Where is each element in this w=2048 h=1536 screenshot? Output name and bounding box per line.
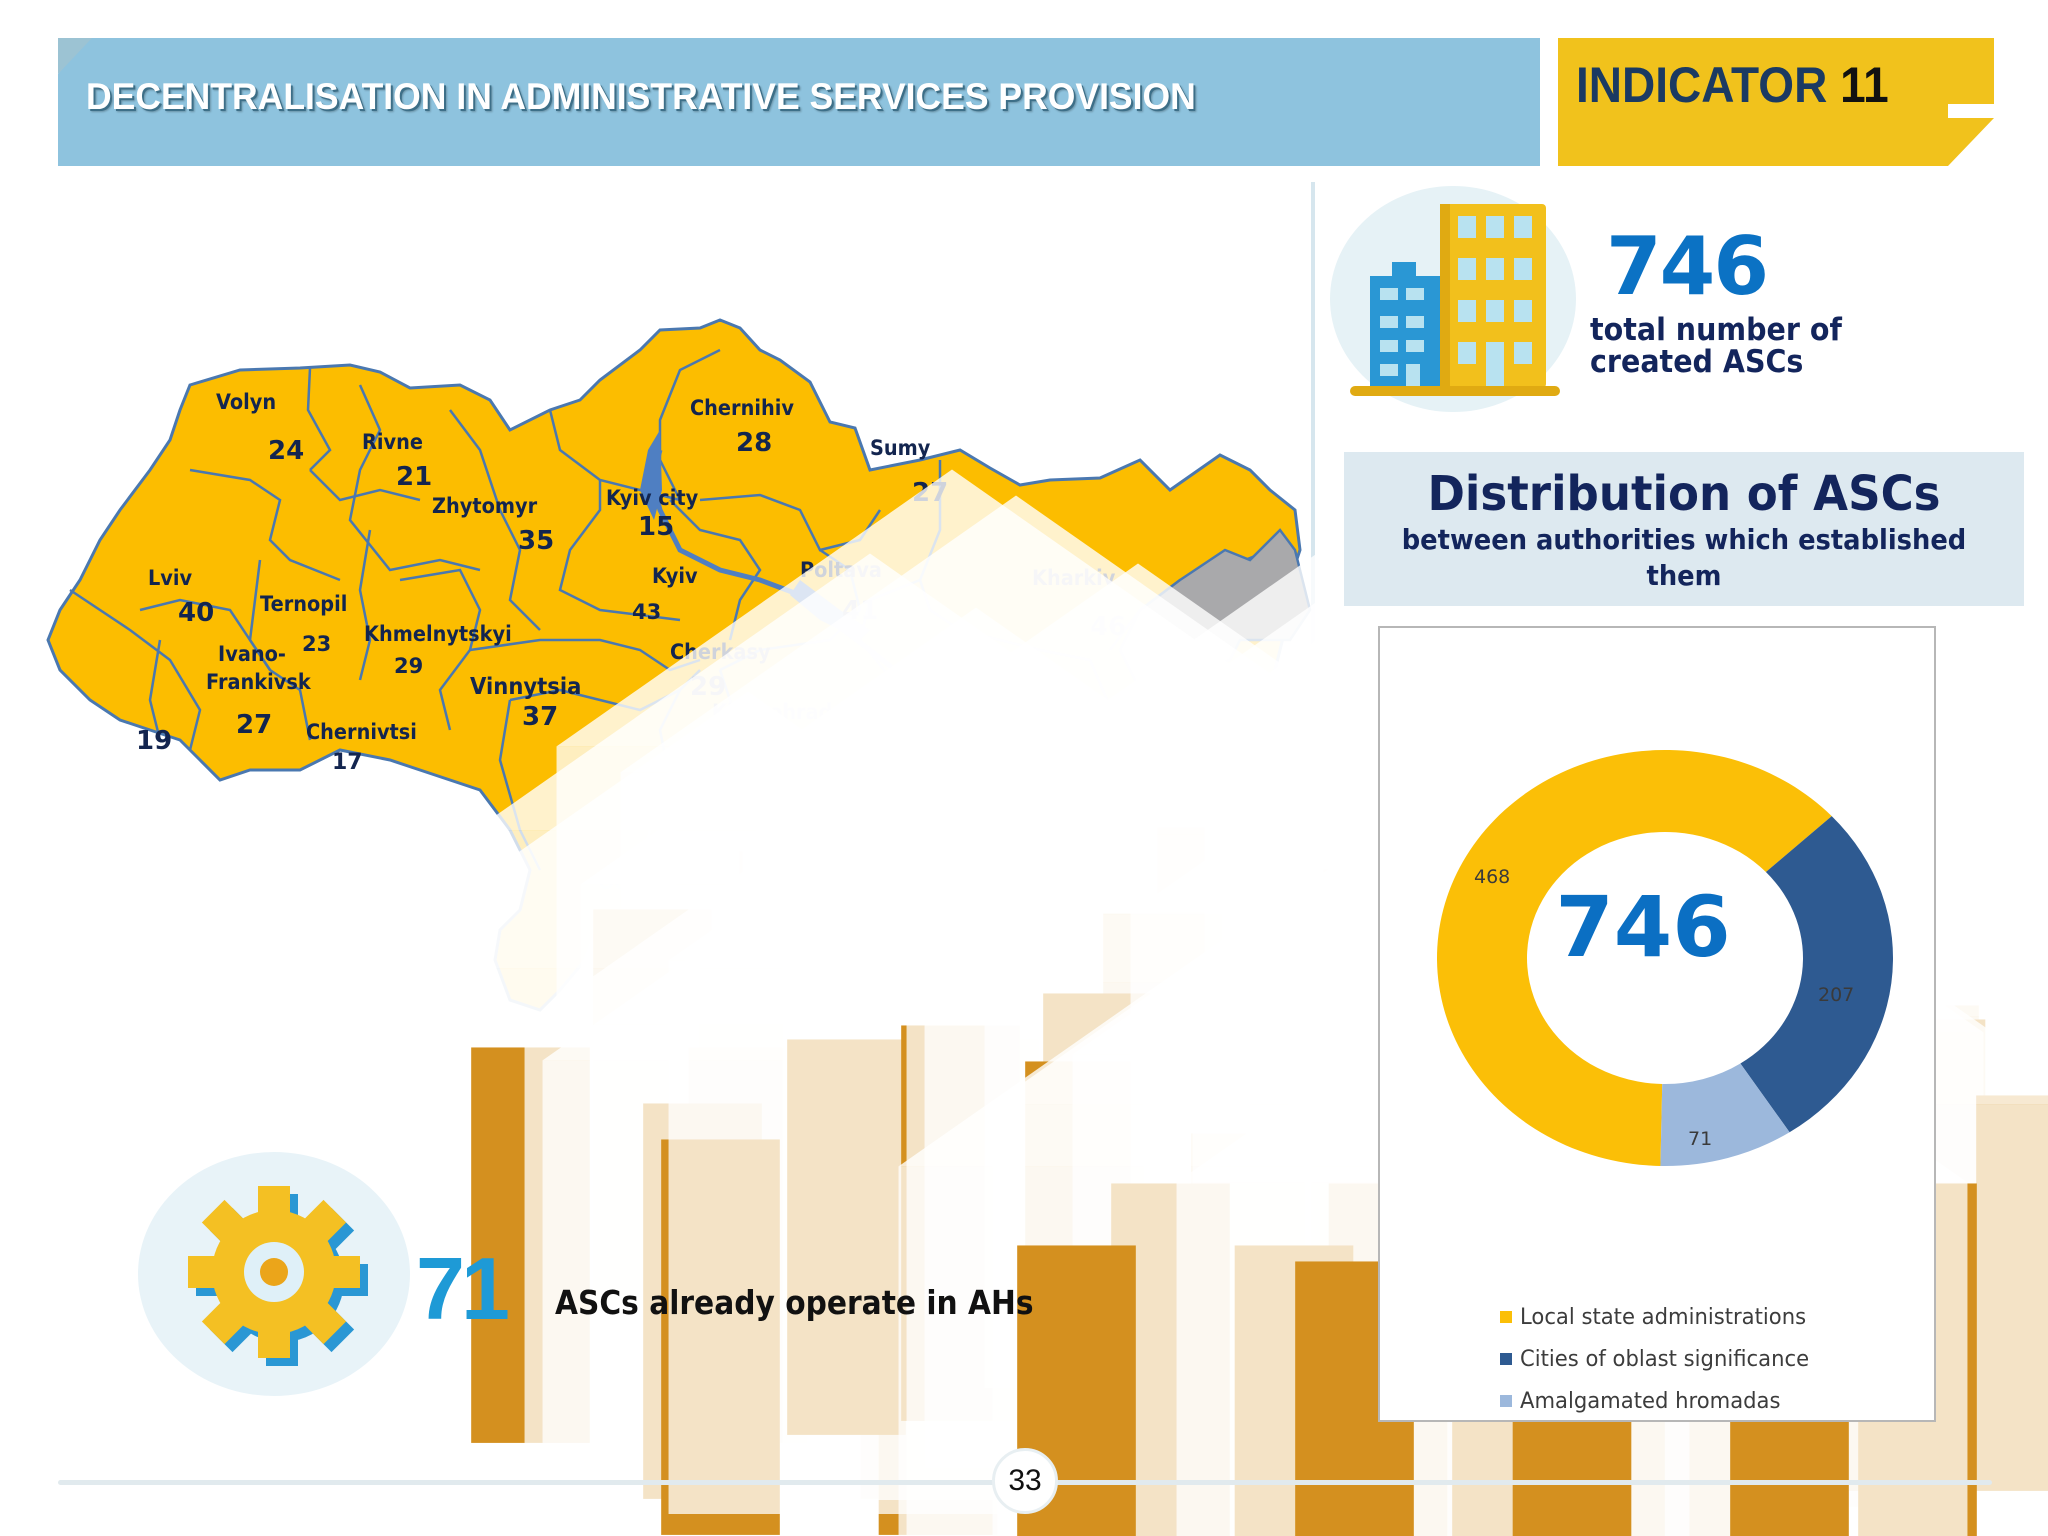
region-label: Ternopil <box>260 592 348 616</box>
region-value: 37 <box>522 702 559 732</box>
region-label: Kyiv city <box>606 486 699 510</box>
page-number: 33 <box>992 1448 1058 1514</box>
page-title: DECENTRALISATION IN ADMINISTRATIVE SERVI… <box>86 76 1196 117</box>
region-value: 43 <box>632 600 662 624</box>
ah-asc-count: 71 <box>416 1239 510 1338</box>
region-value: 24 <box>268 436 305 466</box>
indicator-title: INDICATOR 11 <box>1576 56 1889 114</box>
region-value: 23 <box>302 632 332 656</box>
region-label: Khmelnytskyi <box>364 622 512 646</box>
legend-item: Local state administrations <box>1500 1296 1821 1338</box>
region-value: 15 <box>638 512 675 542</box>
donut-slice <box>1740 816 1893 1133</box>
donut-slice <box>1437 750 1832 1166</box>
donut-center-total: 746 <box>1555 878 1731 976</box>
buildings-icon <box>1350 204 1560 396</box>
distribution-header: Distribution of ASCs between authorities… <box>1344 452 2024 606</box>
region-label: Lviv <box>148 566 193 590</box>
donut-chart-svg <box>1437 750 1893 1166</box>
indicator-label: INDICATOR <box>1576 57 1828 113</box>
slice-label-cities: 207 <box>1818 984 1855 1006</box>
region-value: 35 <box>518 526 555 556</box>
region-label: Chernihiv <box>690 396 794 420</box>
legend-label: Local state administrations <box>1520 1304 1807 1330</box>
legend-label: Cities of oblast significance <box>1520 1346 1810 1372</box>
distribution-subtitle: between authorities which established th… <box>1401 523 1967 592</box>
gear-icon <box>188 1186 368 1366</box>
slice-label-local-state: 468 <box>1474 866 1511 888</box>
region-value: 28 <box>736 428 773 458</box>
total-asc-caption: total number of created ASCs <box>1590 312 1842 380</box>
total-asc-count: 746 <box>1606 220 1769 313</box>
indicator-number: 11 <box>1840 57 1889 113</box>
region-label: Sumy <box>870 436 931 460</box>
region-label: Vinnytsia <box>470 674 582 700</box>
legend-item: Amalgamated hromadas <box>1500 1380 1821 1422</box>
region-label: Chernivtsi <box>306 720 417 744</box>
slice-label-hromadas: 71 <box>1688 1128 1713 1150</box>
region-label: Ivano-Frankivsk <box>206 642 311 694</box>
donut-chart: 746 468 207 71 Local state administratio… <box>1378 626 1936 1422</box>
region-value: 17 <box>332 750 363 775</box>
legend-item: Cities of oblast significance <box>1500 1338 1821 1380</box>
region-value: 27 <box>236 710 273 740</box>
region-value: 21 <box>396 462 433 492</box>
region-value: 19 <box>136 726 173 756</box>
ah-asc-caption: ASCs already operate in AHs <box>555 1283 1034 1322</box>
donut-slice <box>1660 1063 1790 1166</box>
ukraine-map: Volyn 24 Rivne 21 Zhytomyr 35 Kyiv city … <box>40 310 2048 1536</box>
distribution-title: Distribution of ASCs <box>1427 466 1941 522</box>
region-label: Kyiv <box>652 564 698 588</box>
legend-swatch-navy <box>1500 1353 1512 1365</box>
chart-legend: Local state administrations Cities of ob… <box>1500 1296 1821 1422</box>
kyiv-reservoir <box>640 430 662 520</box>
legend-swatch-lightblue <box>1500 1395 1512 1407</box>
region-label: Volyn <box>216 390 277 414</box>
legend-label: Amalgamated hromadas <box>1520 1388 1781 1414</box>
region-value: 40 <box>178 598 215 628</box>
region-label: Zhytomyr <box>432 494 538 518</box>
region-label: Rivne <box>362 430 423 454</box>
header-banner <box>58 38 1540 166</box>
indicator-badge <box>1558 38 1994 166</box>
legend-swatch-yellow <box>1500 1311 1512 1323</box>
indicator-fold-decoration <box>1948 104 1994 166</box>
region-value: 29 <box>394 654 424 678</box>
